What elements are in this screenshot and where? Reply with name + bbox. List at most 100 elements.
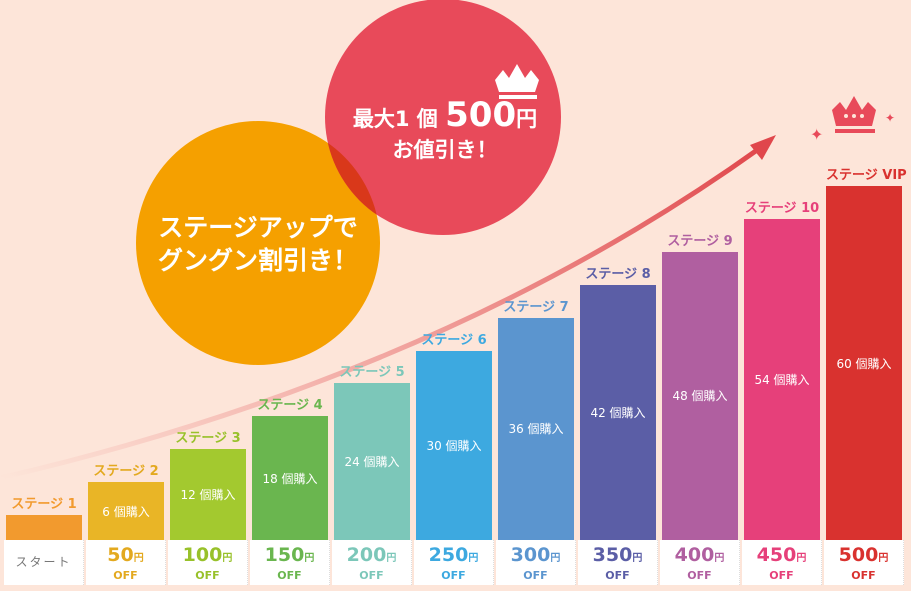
discount-value: 100 xyxy=(182,544,223,566)
red-bubble xyxy=(325,0,561,235)
discount-cell: 100円 OFF xyxy=(168,540,248,585)
stage-bar: 42 個購入 xyxy=(580,284,656,540)
discount-cell: 400円 OFF xyxy=(660,540,740,585)
off-label: OFF xyxy=(523,569,548,582)
yen-unit: 円 xyxy=(468,553,479,564)
stage-bar: 12 個購入 xyxy=(170,449,246,540)
discount-value: 350 xyxy=(592,544,633,566)
stage-label: ステージ 10 xyxy=(744,200,820,216)
discount-amount: 150円 xyxy=(250,545,329,569)
discount-cell: 500円 OFF xyxy=(824,540,904,585)
red-bubble-prefix: 最大1 個 xyxy=(352,107,438,131)
orange-bubble xyxy=(136,121,380,365)
crown-icon xyxy=(495,64,539,99)
stage-bar: 18 個購入 xyxy=(252,416,328,540)
off-label: OFF xyxy=(113,569,138,582)
off-label: OFF xyxy=(605,569,630,582)
discount-cell: 50円 OFF xyxy=(86,540,166,585)
purchase-label: 60 個購入 xyxy=(836,356,892,371)
stage-label: ステージ 6 xyxy=(421,332,487,348)
yen-unit: 円 xyxy=(632,553,643,564)
arrow-head-icon xyxy=(750,135,776,160)
stage-label: ステージ 2 xyxy=(93,464,159,480)
discount-amount: 250円 xyxy=(414,545,493,569)
red-bubble-yen: 円 xyxy=(516,107,538,131)
stage-bar: 24 個購入 xyxy=(334,383,410,540)
stage-label: ステージ 4 xyxy=(257,398,323,414)
orange-bubble-line2: グングン割引き！ xyxy=(157,245,358,275)
orange-bubble-text: ステージアップで グングン割引き！ xyxy=(140,212,376,277)
stage-bar: 36 個購入 xyxy=(498,317,574,540)
yen-unit: 円 xyxy=(386,553,397,564)
off-label: OFF xyxy=(769,569,794,582)
discount-value: 300 xyxy=(510,544,551,566)
stage-label: ステージ 5 xyxy=(339,365,405,381)
purchase-label: 24 個購入 xyxy=(344,455,400,470)
start-label: スタート xyxy=(15,555,72,569)
discount-value: 500 xyxy=(838,544,879,566)
purchase-label: 54 個購入 xyxy=(754,372,810,387)
discount-value: 200 xyxy=(346,544,387,566)
stage-bar: 6 個購入 xyxy=(88,482,164,540)
yen-unit: 円 xyxy=(133,553,144,564)
yen-unit: 円 xyxy=(550,553,561,564)
discount-cell: 150円 OFF xyxy=(250,540,330,585)
stage-label: ステージ 1 xyxy=(11,497,77,512)
discount-value: 450 xyxy=(756,544,797,566)
purchase-label: 36 個購入 xyxy=(508,422,564,437)
off-label: OFF xyxy=(277,569,302,582)
discount-value: 400 xyxy=(674,544,715,566)
purchase-label: 48 個購入 xyxy=(672,389,728,404)
sparkle-icon: ✦ xyxy=(810,125,823,144)
stage-label: ステージ 8 xyxy=(585,266,651,282)
discount-cell: 450円 OFF xyxy=(742,540,822,585)
red-bubble-amount: 500 xyxy=(445,95,517,135)
crown-icon xyxy=(832,96,876,133)
purchase-label: 6 個購入 xyxy=(102,504,150,519)
discount-cell: スタート xyxy=(4,540,84,585)
purchase-label: 42 個購入 xyxy=(590,405,646,420)
stage-label: ステージ 7 xyxy=(503,299,569,315)
yen-unit: 円 xyxy=(714,553,725,564)
discount-amount: 100円 xyxy=(168,545,247,569)
off-label: OFF xyxy=(441,569,466,582)
discount-value: 150 xyxy=(264,544,305,566)
yen-unit: 円 xyxy=(304,553,315,564)
off-label: OFF xyxy=(359,569,384,582)
sparkle-icon: ✦ xyxy=(885,111,895,125)
off-label: OFF xyxy=(195,569,220,582)
discount-cell: 350円 OFF xyxy=(578,540,658,585)
purchase-label: 18 個購入 xyxy=(262,471,318,486)
discount-amount: 400円 xyxy=(660,545,739,569)
red-bubble-line2: お値引き！ xyxy=(392,138,498,163)
stage-label: ステージ 9 xyxy=(667,233,733,249)
discount-value: 50 xyxy=(107,544,134,566)
discount-cell: 250円 OFF xyxy=(414,540,494,585)
discount-cell: 200円 OFF xyxy=(332,540,412,585)
discount-cell: 300円 OFF xyxy=(496,540,576,585)
stage-label: ステージ VIP xyxy=(826,168,907,183)
purchase-label: 30 個購入 xyxy=(426,438,482,453)
discount-value: 250 xyxy=(428,544,469,566)
discount-amount: 350円 xyxy=(578,545,657,569)
stage-label: ステージ 3 xyxy=(175,431,241,447)
red-bubble-text: 最大1 個 500円 お値引き！ xyxy=(330,93,560,164)
discount-amount: 450円 xyxy=(742,545,821,569)
discount-amount: 300円 xyxy=(496,545,575,569)
discount-amount: 50円 xyxy=(86,545,165,569)
stage-bar xyxy=(6,515,82,540)
stage-bar: 48 個購入 xyxy=(662,251,738,540)
discount-amount: 200円 xyxy=(332,545,411,569)
stage-bar: 30 個購入 xyxy=(416,350,492,540)
yen-unit: 円 xyxy=(222,553,233,564)
stage-bar: 54 個購入 xyxy=(744,218,820,540)
yen-unit: 円 xyxy=(796,553,807,564)
yen-unit: 円 xyxy=(878,553,889,564)
off-label: OFF xyxy=(687,569,712,582)
stage-bar: 60 個購入 xyxy=(826,186,902,540)
purchase-label: 12 個購入 xyxy=(180,488,236,503)
arrow-icon xyxy=(0,145,762,481)
orange-bubble-line1: ステージアップで xyxy=(158,213,358,242)
